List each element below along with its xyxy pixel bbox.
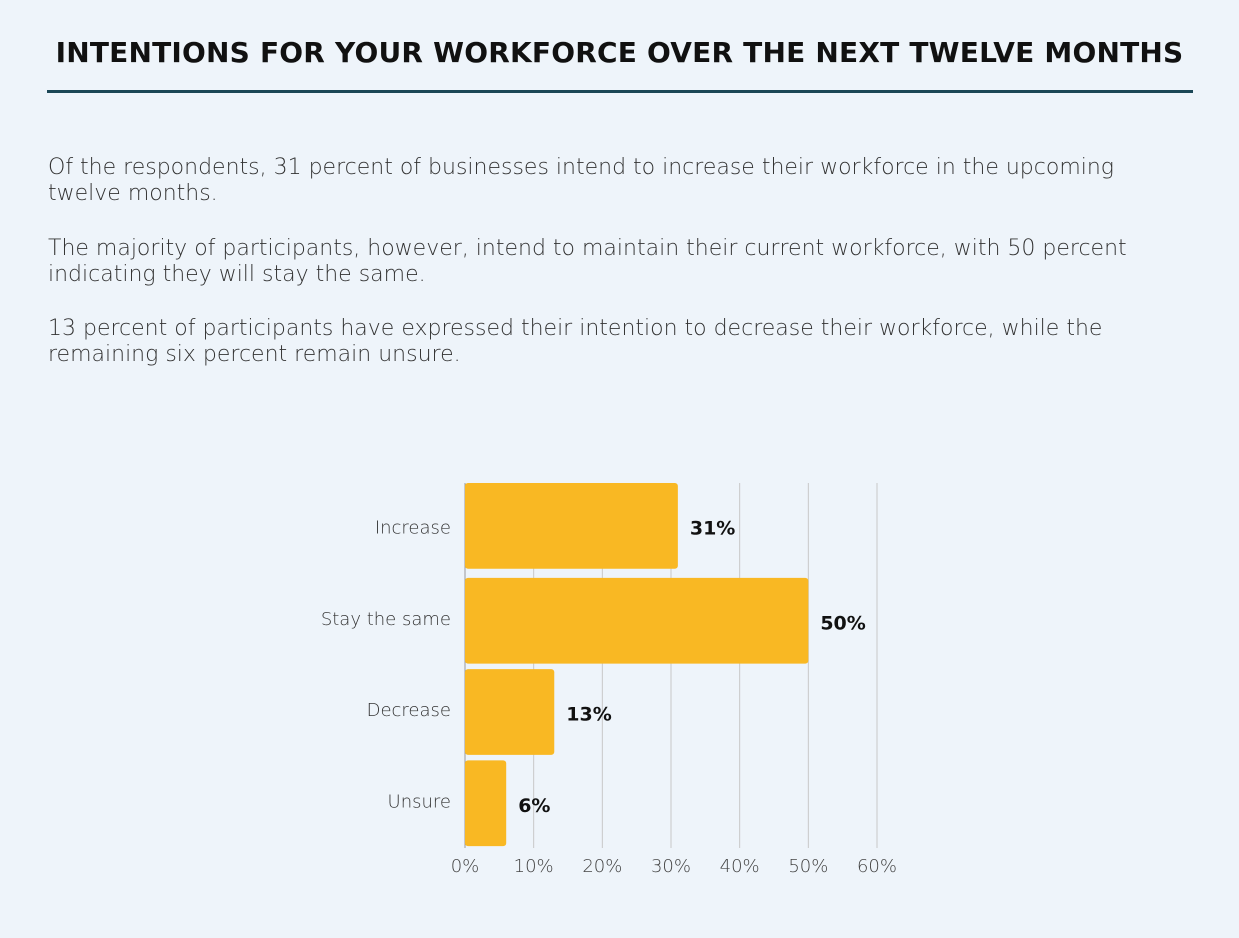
bar xyxy=(465,577,809,664)
x-tick-label: 10% xyxy=(514,856,554,877)
x-tick-label: 60% xyxy=(857,856,897,877)
value-label: 50% xyxy=(820,612,865,634)
category-label: Stay the same xyxy=(321,609,451,630)
x-tick-label: 20% xyxy=(582,856,622,877)
value-label: 13% xyxy=(566,704,611,726)
category-label: Increase xyxy=(375,518,451,539)
bar xyxy=(465,760,507,847)
category-label: Decrease xyxy=(367,700,451,721)
category-label: Unsure xyxy=(388,791,451,812)
x-tick-label: 30% xyxy=(651,856,691,877)
value-label: 6% xyxy=(518,795,550,817)
page-title: INTENTIONS FOR YOUR WORKFORCE OVER THE N… xyxy=(55,36,1184,69)
value-label: 31% xyxy=(690,517,735,539)
x-tick-label: 0% xyxy=(451,856,480,877)
title-rule xyxy=(47,90,1193,93)
paragraph: Of the respondents, 31 percent of busine… xyxy=(48,155,1115,206)
paragraph: 13 percent of participants have expresse… xyxy=(48,316,1103,367)
paragraph: The majority of participants, however, i… xyxy=(48,236,1127,287)
bar xyxy=(465,483,678,569)
bar xyxy=(465,669,555,755)
x-tick-label: 50% xyxy=(788,856,828,877)
x-tick-label: 40% xyxy=(720,856,760,877)
